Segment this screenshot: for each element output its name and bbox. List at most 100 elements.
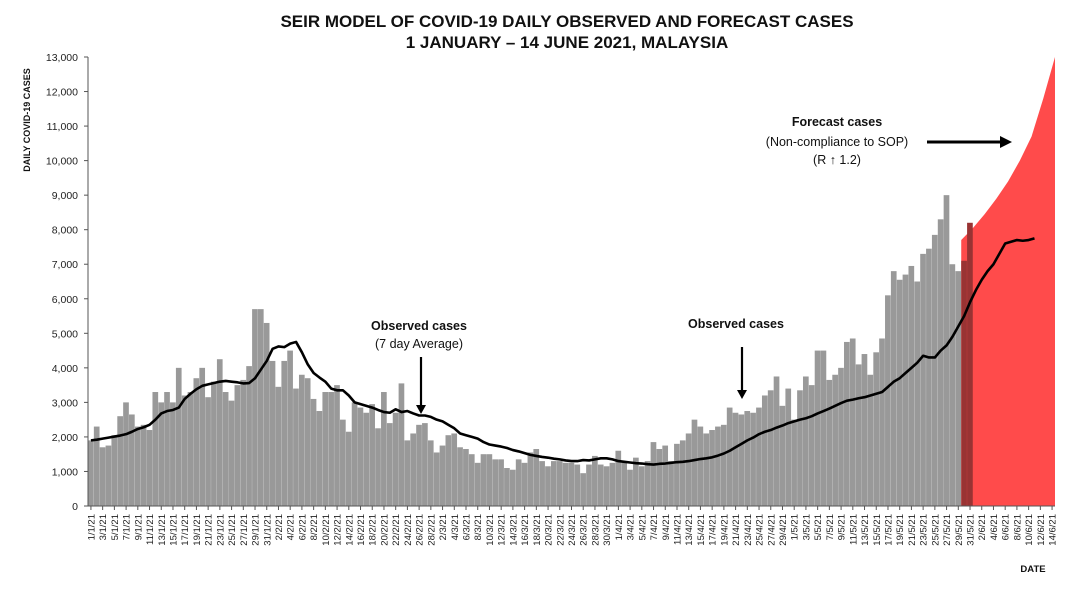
observed-bar xyxy=(521,462,528,506)
observed-bar xyxy=(398,383,405,506)
x-tick-label: 19/4/21 xyxy=(719,514,730,546)
observed-bar xyxy=(697,426,704,506)
observed-bar xyxy=(791,419,797,506)
observed-bar xyxy=(580,473,586,506)
x-tick-label: 28/3/21 xyxy=(590,514,601,546)
observed-bar xyxy=(269,360,276,506)
x-tick-label: 20/3/21 xyxy=(544,514,555,546)
observed-bar xyxy=(334,385,340,506)
x-tick-label: 2/3/21 xyxy=(438,514,449,540)
observed-bar xyxy=(732,412,739,506)
x-tick-label: 17/4/21 xyxy=(708,514,719,546)
observed-bar xyxy=(257,309,264,506)
x-tick-label: 7/4/21 xyxy=(649,514,660,540)
x-tick-label: 26/3/21 xyxy=(579,514,590,546)
observed-bar xyxy=(486,454,493,506)
observed-bar xyxy=(427,440,434,506)
x-tick-label: 10/3/21 xyxy=(485,514,496,546)
x-tick-label: 9/1/21 xyxy=(133,514,144,540)
observed-bar xyxy=(738,414,745,506)
observed-bar xyxy=(357,407,364,506)
observed-bar xyxy=(855,364,862,506)
observed-bar xyxy=(340,419,346,506)
observed-bar xyxy=(363,412,370,506)
x-tick-label: 6/3/21 xyxy=(462,514,473,540)
x-tick-label: 28/2/21 xyxy=(426,514,437,546)
observed-bar xyxy=(375,428,381,506)
x-tick-label: 4/3/21 xyxy=(450,514,461,540)
forecast-annotation-r-value: (R ↑ 1.2) xyxy=(813,153,861,167)
y-tick-label: 3,000 xyxy=(52,397,78,409)
observed-bar xyxy=(603,466,610,506)
observed-bar xyxy=(445,435,452,506)
observed-bar xyxy=(545,466,551,506)
x-tick-label: 13/4/21 xyxy=(684,514,695,546)
observed-bar xyxy=(926,248,932,506)
observed-bar xyxy=(826,379,833,506)
observed-bar xyxy=(597,464,604,506)
observed-bar xyxy=(955,271,962,506)
observed-bar xyxy=(750,412,756,506)
observed-bar xyxy=(785,388,792,506)
x-tick-label: 17/5/21 xyxy=(883,514,894,546)
observed-bar xyxy=(181,395,188,506)
observed-bar xyxy=(779,405,786,506)
y-tick-label: 12,000 xyxy=(46,87,78,99)
x-tick-label: 14/6/21 xyxy=(1048,514,1059,546)
observed-arrow-head xyxy=(737,390,747,399)
x-tick-label: 13/5/21 xyxy=(860,514,871,546)
y-tick-label: 0 xyxy=(72,501,78,513)
observed-bar xyxy=(222,392,229,506)
x-tick-label: 22/3/21 xyxy=(555,514,566,546)
x-tick-label: 25/1/21 xyxy=(227,514,238,546)
x-tick-label: 29/1/21 xyxy=(251,514,262,546)
x-tick-label: 25/4/21 xyxy=(755,514,766,546)
observed-bar xyxy=(111,435,118,506)
observed-bar xyxy=(720,424,727,506)
axes-layer: 0 1,000 2,000 3,000 4,000 5,000 6,000 7,000 8,00… xyxy=(46,52,1059,546)
x-tick-label: 10/2/21 xyxy=(321,514,332,546)
x-tick-label: 18/2/21 xyxy=(368,514,379,546)
observed-bar xyxy=(685,433,692,506)
observed-bar xyxy=(123,402,129,506)
observed-bar xyxy=(134,426,141,506)
chart-title-line1: SEIR MODEL OF COVID-19 DAILY OBSERVED AN… xyxy=(280,12,853,31)
forecast-annotation-subtitle: (Non-compliance to SOP) xyxy=(766,135,908,149)
x-tick-label: 11/5/21 xyxy=(848,514,859,545)
observed-bar xyxy=(392,412,399,506)
forecast-area xyxy=(961,57,1055,506)
x-tick-label: 31/1/21 xyxy=(262,514,273,546)
observed-bar xyxy=(832,374,838,506)
observed-bar xyxy=(199,367,206,506)
x-tick-label: 4/6/21 xyxy=(989,514,1000,540)
observed-bar xyxy=(797,390,803,506)
x-tick-label: 10/6/21 xyxy=(1024,514,1035,546)
observed-bar xyxy=(533,449,540,506)
observed-bar xyxy=(492,459,499,506)
average-line-layer xyxy=(90,237,1035,466)
x-tick-label: 3/4/21 xyxy=(626,514,637,540)
x-tick-label: 1/1/21 xyxy=(86,514,97,540)
observed-bar xyxy=(890,271,897,506)
x-tick-label: 5/1/21 xyxy=(110,514,121,540)
observed-bar xyxy=(293,388,299,506)
average-line xyxy=(90,237,1035,466)
observed-bar xyxy=(949,264,956,506)
observed-bar xyxy=(158,402,165,506)
x-tick-label: 2/6/21 xyxy=(977,514,988,540)
x-tick-label: 22/2/21 xyxy=(391,514,402,546)
observed-bar xyxy=(873,352,879,506)
observed-bar xyxy=(410,433,417,506)
observed-bar xyxy=(761,395,768,506)
x-tick-label: 25/5/21 xyxy=(930,514,941,546)
observed-bar xyxy=(668,461,674,506)
x-axis-label: DATE xyxy=(1020,564,1045,575)
x-tick-label: 31/5/21 xyxy=(966,514,977,546)
x-tick-label: 11/1/21 xyxy=(145,514,156,545)
observed-bar xyxy=(715,426,721,506)
observed-bar xyxy=(744,411,751,506)
observed-bar xyxy=(943,195,950,506)
x-tick-label: 19/5/21 xyxy=(895,514,906,546)
observed-bar xyxy=(556,461,563,506)
